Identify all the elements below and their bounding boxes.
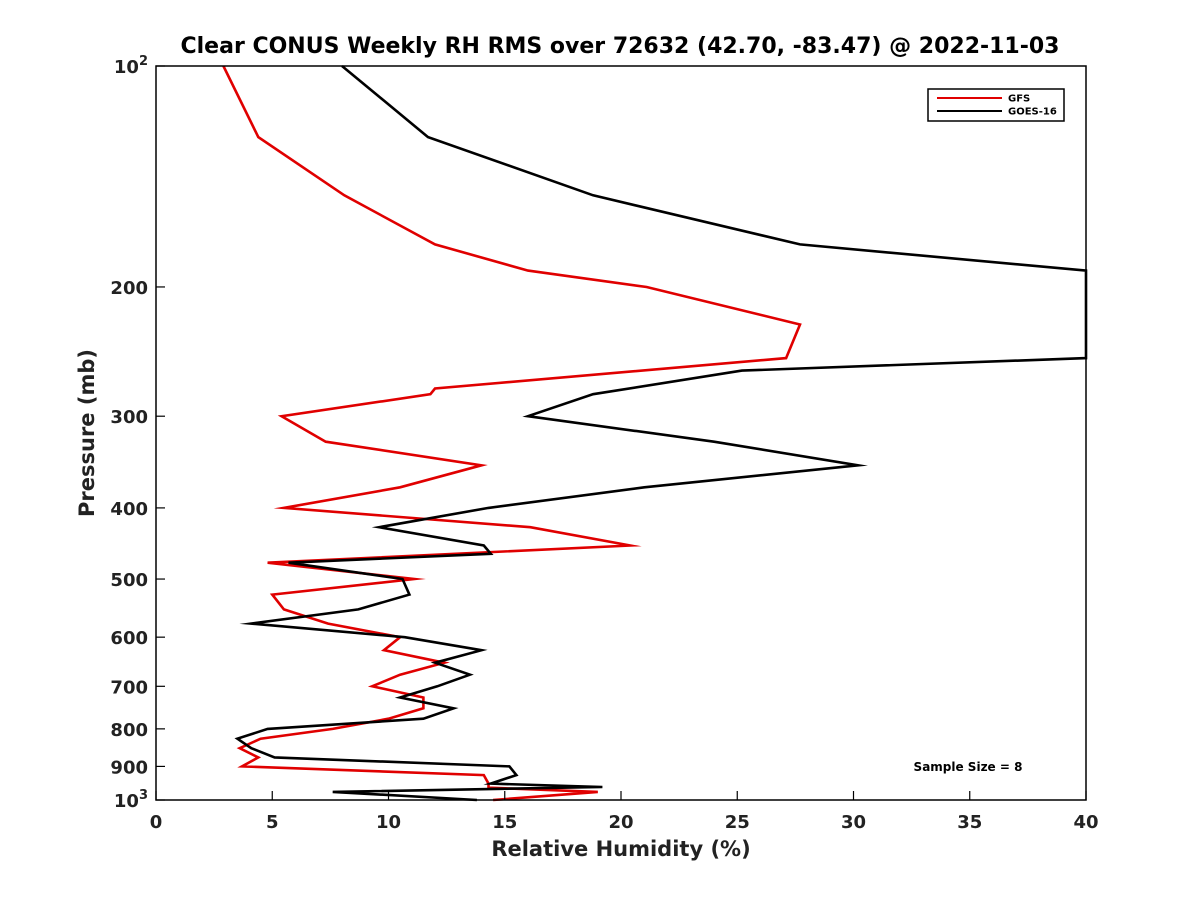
x-tick-label: 30: [841, 812, 866, 833]
series-line-gfs: [222, 65, 802, 802]
x-tick-label: 35: [957, 812, 982, 833]
y-axis-label: Pressure (mb): [75, 349, 99, 517]
x-tick-label: 25: [725, 812, 750, 833]
y-tick-label: 400: [110, 499, 148, 520]
y-tick-label: 600: [110, 628, 148, 649]
series-line-goes-16: [234, 64, 1088, 802]
plot-frame: [155, 65, 1087, 801]
x-tick-label: 40: [1073, 812, 1098, 833]
legend: GFS GOES-16: [927, 88, 1065, 122]
y-tick-label: 500: [110, 570, 148, 591]
y-tick-label: 102: [114, 54, 148, 78]
x-tick-label: 5: [266, 812, 279, 833]
y-axis-ticks: 102 200 300 400 500 600 700 800 900 103: [110, 54, 165, 812]
legend-entry-gfs: GFS: [1008, 94, 1030, 105]
y-tick-label: 700: [110, 677, 148, 698]
chart-title: Clear CONUS Weekly RH RMS over 72632 (42…: [181, 34, 1060, 59]
x-tick-label: 20: [608, 812, 633, 833]
series-layer: [222, 64, 1088, 802]
sample-size-annotation: Sample Size = 8: [914, 760, 1023, 774]
y-tick-label: 103: [114, 788, 148, 812]
legend-box: [927, 88, 1065, 122]
x-axis-ticks: 0 5 10 15 20 25 30 35 40: [150, 791, 1099, 833]
y-tick-label: 200: [110, 278, 148, 299]
y-tick-label: 800: [110, 720, 148, 741]
x-tick-label: 15: [492, 812, 517, 833]
y-tick-label: 300: [110, 407, 148, 428]
x-tick-label: 10: [376, 812, 401, 833]
legend-entry-goes-16: GOES-16: [1008, 107, 1057, 118]
x-tick-label: 0: [150, 812, 163, 833]
y-tick-label: 900: [110, 757, 148, 778]
x-axis-label: Relative Humidity (%): [491, 837, 750, 861]
